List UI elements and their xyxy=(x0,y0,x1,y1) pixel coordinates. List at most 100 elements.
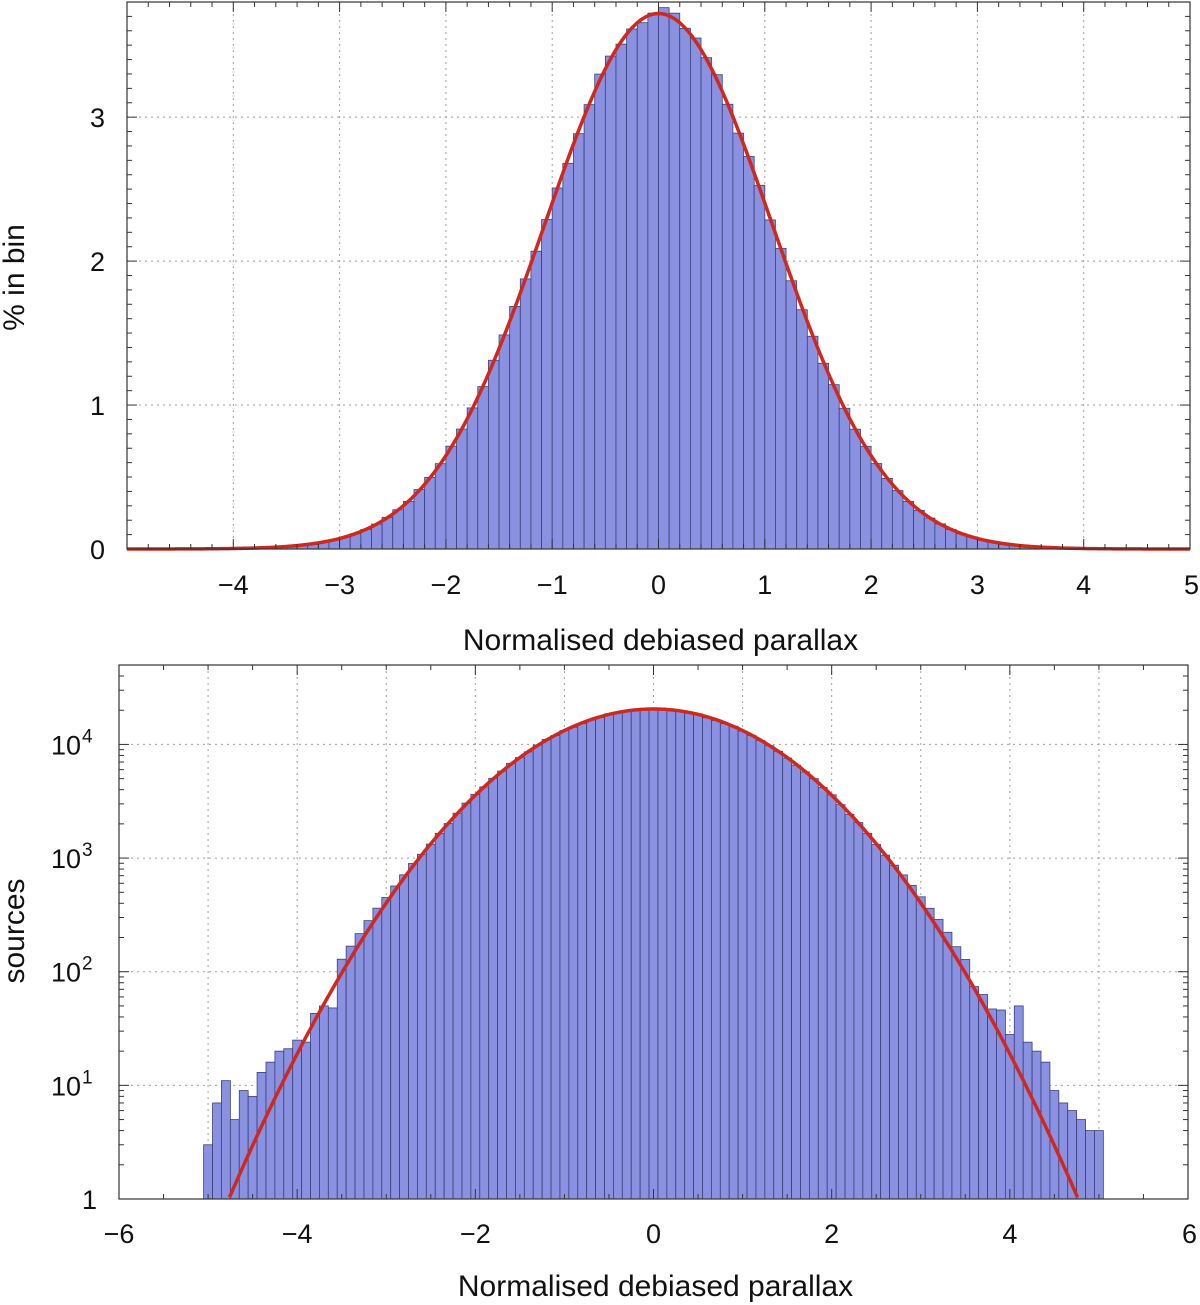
top-histogram-bar xyxy=(456,428,468,550)
bottom-histogram-bar xyxy=(1031,1050,1042,1200)
top-y-tick-label: 0 xyxy=(90,535,105,565)
top-histogram-bar xyxy=(562,162,574,550)
bottom-histogram-bar xyxy=(345,945,356,1200)
top-histogram-bar xyxy=(689,37,702,550)
top-histogram-bar xyxy=(615,43,628,550)
bottom-histogram-bar xyxy=(604,713,614,1200)
bottom-histogram-bar xyxy=(746,734,757,1200)
bottom-histogram-bar xyxy=(764,745,775,1200)
top-histogram-bar xyxy=(817,362,829,550)
bottom-histogram-bar xyxy=(595,717,605,1200)
bottom-histogram-bar xyxy=(657,709,668,1200)
top-histogram-bar xyxy=(711,74,723,550)
bottom-histogram-bar xyxy=(274,1050,285,1200)
top-histogram-bar xyxy=(604,55,617,550)
bottom-y-tick-label: 10 xyxy=(51,958,81,988)
top-histogram-bar xyxy=(626,28,638,550)
top-y-tick-label: 2 xyxy=(90,247,105,277)
bottom-histogram-bar xyxy=(301,1041,311,1200)
top-histogram-bar xyxy=(413,489,426,550)
top-histogram-bar xyxy=(732,132,744,550)
top-histogram-bar xyxy=(902,500,915,550)
top-x-tick-label: 1 xyxy=(757,570,772,600)
bottom-histogram-bar xyxy=(550,735,561,1200)
bottom-x-tick-label: 0 xyxy=(646,1219,661,1249)
top-histogram-bar xyxy=(530,250,542,550)
bottom-histogram-bar xyxy=(568,726,579,1200)
bottom-histogram-bar xyxy=(390,885,401,1200)
bottom-histogram-bar xyxy=(399,874,409,1200)
top-x-tick-label: −3 xyxy=(324,570,355,600)
top-histogram-bar xyxy=(913,509,925,550)
bottom-y-tick-label-exponent: 2 xyxy=(82,954,93,975)
top-histogram-bar xyxy=(551,187,564,550)
bottom-histogram-bar xyxy=(1058,1102,1069,1200)
top-histogram-bar xyxy=(828,384,840,550)
bottom-histogram-bar xyxy=(221,1080,231,1200)
bottom-y-tick-label: 10 xyxy=(51,844,81,874)
top-histogram-bar xyxy=(392,509,404,550)
top-histogram-bar xyxy=(923,517,936,550)
bottom-histogram-bar xyxy=(791,764,801,1200)
bottom-histogram-bar xyxy=(417,853,427,1200)
bottom-histogram-bar xyxy=(648,709,659,1200)
bottom-histogram-bar xyxy=(835,804,846,1200)
top-histogram-bar xyxy=(647,12,659,550)
top-x-tick-label: 2 xyxy=(864,570,879,600)
bottom-x-tick-label: −6 xyxy=(104,1219,135,1249)
top-x-axis-title: Normalised debiased parallax xyxy=(463,624,858,657)
bottom-x-tick-label: −4 xyxy=(282,1219,313,1249)
bottom-histogram-bar xyxy=(559,730,570,1200)
bottom-histogram-bar xyxy=(711,719,721,1200)
bottom-y-tick-label: 10 xyxy=(51,1071,81,1101)
top-x-tick-label: 3 xyxy=(970,570,985,600)
bottom-histogram-bar xyxy=(969,986,980,1200)
bottom-histogram-bar xyxy=(808,778,819,1200)
top-x-tick-label: 4 xyxy=(1076,570,1091,600)
top-histogram-bar xyxy=(870,463,883,550)
bottom-histogram-bar xyxy=(1094,1130,1104,1200)
bottom-histogram-bar xyxy=(728,725,739,1200)
bottom-histogram-bar xyxy=(755,739,766,1200)
bottom-histogram-bar xyxy=(586,719,596,1200)
bottom-histogram-bar xyxy=(684,712,694,1200)
bottom-histogram-bar xyxy=(363,920,374,1200)
bottom-histogram-bar xyxy=(987,1008,997,1200)
bottom-histogram-bar xyxy=(497,770,507,1200)
bottom-histogram-bar xyxy=(479,786,490,1200)
bottom-histogram-bar xyxy=(942,931,953,1200)
bottom-histogram-bar xyxy=(310,1012,320,1200)
top-y-tick-label: 3 xyxy=(90,103,105,133)
top-histogram-bar xyxy=(498,334,511,550)
top-histogram-bar xyxy=(849,428,861,550)
bottom-histogram-bar xyxy=(1085,1130,1095,1200)
top-histogram-bar xyxy=(445,445,457,550)
top-linear-histogram-panel: −4 −3 −2 −1 0 1 2 3 4 5 0 1 2 3 Normalised debiased pa… xyxy=(0,1,1199,657)
top-histogram-bar xyxy=(764,219,776,550)
top-x-tick-label: −1 xyxy=(537,570,568,600)
top-histogram-bar xyxy=(838,407,851,550)
top-histogram-bar xyxy=(583,104,596,550)
top-histogram-bar xyxy=(477,386,489,550)
top-histogram-bar xyxy=(743,156,755,550)
top-gaussian-fit-curve xyxy=(127,11,1190,551)
bottom-histogram-bar xyxy=(506,762,516,1200)
top-histogram-bar xyxy=(424,476,436,550)
bottom-histogram-bar xyxy=(737,730,748,1200)
top-histogram-bar xyxy=(636,22,649,550)
bottom-histogram-bar xyxy=(862,832,873,1200)
bottom-histogram-bar xyxy=(425,843,436,1200)
bottom-histogram-bar xyxy=(613,711,623,1200)
bottom-histogram-bar xyxy=(933,919,944,1200)
bottom-histogram-bar xyxy=(1022,1041,1033,1200)
top-histogram-bar xyxy=(541,219,553,550)
top-histogram-bar xyxy=(519,278,532,550)
bottom-histogram-bar xyxy=(461,802,472,1200)
top-histogram-bar xyxy=(806,335,819,550)
top-x-tick-label: −2 xyxy=(431,570,462,600)
top-histogram-bar xyxy=(796,309,808,550)
bottom-histogram-bar xyxy=(844,813,855,1200)
bottom-histogram-bar xyxy=(719,723,730,1200)
